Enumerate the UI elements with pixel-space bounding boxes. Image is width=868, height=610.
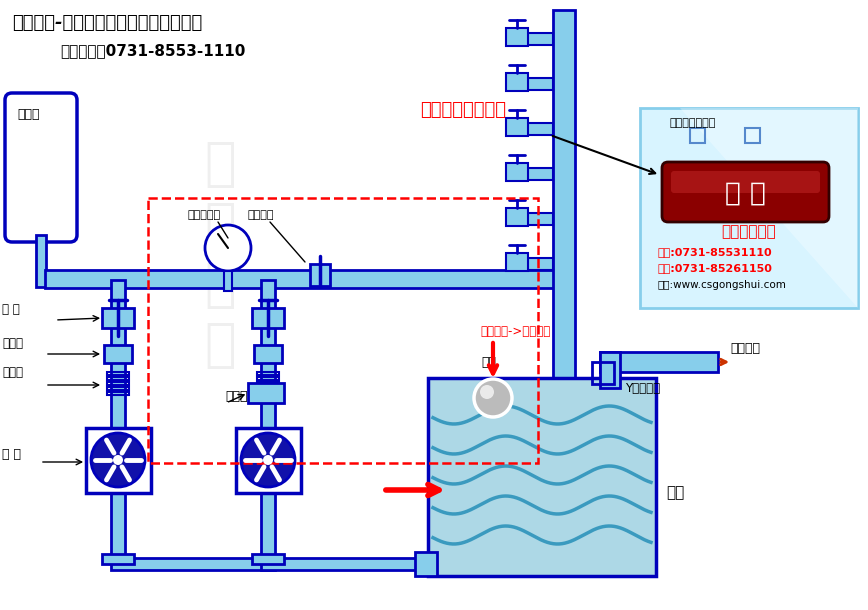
Bar xyxy=(254,345,282,363)
Bar xyxy=(257,382,279,385)
Bar xyxy=(111,558,275,570)
Bar xyxy=(506,253,528,271)
Bar xyxy=(107,392,129,395)
Text: 水 泵: 水 泵 xyxy=(2,448,21,461)
Bar xyxy=(261,280,275,560)
Bar xyxy=(513,258,553,270)
Bar xyxy=(513,78,553,90)
Bar xyxy=(415,552,437,576)
Text: 浮球: 浮球 xyxy=(481,356,496,369)
Text: 中赢供水-专注变频节能技术的给水品牌: 中赢供水-专注变频节能技术的给水品牌 xyxy=(12,14,202,32)
Bar xyxy=(257,377,279,380)
Bar xyxy=(86,428,151,493)
Circle shape xyxy=(480,385,494,399)
Bar xyxy=(224,271,232,291)
Bar xyxy=(107,377,129,380)
Bar xyxy=(506,73,528,91)
Bar xyxy=(640,108,858,308)
Text: 来水量多->空气排除: 来水量多->空气排除 xyxy=(480,325,550,338)
Bar xyxy=(107,382,129,385)
Bar xyxy=(252,308,284,328)
Bar xyxy=(261,558,436,570)
Text: 中
赢
供
水: 中 赢 供 水 xyxy=(204,138,236,371)
Bar xyxy=(248,383,284,403)
Bar xyxy=(600,352,620,388)
Bar xyxy=(45,270,555,288)
Text: 止回阀: 止回阀 xyxy=(2,337,23,350)
Bar xyxy=(257,372,279,375)
Text: 远传压力表: 远传压力表 xyxy=(188,210,221,220)
Text: 网址:www.csgongshui.com: 网址:www.csgongshui.com xyxy=(658,280,787,290)
Bar xyxy=(513,33,553,45)
Bar xyxy=(236,428,301,493)
Text: 变频供水控制柜: 变频供水控制柜 xyxy=(670,118,716,128)
Circle shape xyxy=(205,225,251,271)
Bar xyxy=(506,163,528,181)
Circle shape xyxy=(91,433,145,487)
Text: Y型过滤器: Y型过滤器 xyxy=(625,382,661,395)
Bar xyxy=(513,123,553,135)
Circle shape xyxy=(241,433,295,487)
Bar xyxy=(506,28,528,46)
Text: 出水蝶阀: 出水蝶阀 xyxy=(248,210,274,220)
Bar xyxy=(111,280,125,560)
Bar xyxy=(745,128,760,143)
Bar xyxy=(513,168,553,180)
Text: 点击启动演示开始: 点击启动演示开始 xyxy=(420,101,506,119)
Text: 启 动: 启 动 xyxy=(725,181,766,207)
Circle shape xyxy=(474,379,512,417)
Bar xyxy=(257,392,279,395)
Text: 蝶 阀: 蝶 阀 xyxy=(2,303,20,316)
Bar xyxy=(107,387,129,390)
Bar xyxy=(428,378,656,576)
Bar xyxy=(36,235,46,287)
Text: 传真:0731-85261150: 传真:0731-85261150 xyxy=(658,263,773,273)
Text: 中赢供水集团: 中赢供水集团 xyxy=(721,224,776,239)
Text: 电话:0731-85531110: 电话:0731-85531110 xyxy=(658,247,773,257)
Bar xyxy=(102,308,134,328)
Bar xyxy=(107,372,129,375)
Text: 电磁阀: 电磁阀 xyxy=(225,390,247,403)
Bar xyxy=(506,208,528,226)
Bar xyxy=(506,118,528,136)
Bar xyxy=(104,345,132,363)
FancyBboxPatch shape xyxy=(662,162,829,222)
Bar xyxy=(600,352,718,372)
Text: 水箱: 水箱 xyxy=(666,485,684,500)
Bar xyxy=(690,128,705,143)
Bar xyxy=(102,554,134,564)
Text: 接自来水: 接自来水 xyxy=(730,342,760,355)
Circle shape xyxy=(113,455,123,465)
Text: 压力罐: 压力罐 xyxy=(17,108,40,121)
Bar xyxy=(148,198,538,463)
Polygon shape xyxy=(680,108,858,308)
FancyBboxPatch shape xyxy=(671,171,820,193)
Bar xyxy=(257,387,279,390)
Bar xyxy=(252,554,284,564)
Text: 软接头: 软接头 xyxy=(2,366,23,379)
Bar xyxy=(592,362,614,384)
Text: 咨询电话：0731-8553-1110: 咨询电话：0731-8553-1110 xyxy=(60,43,246,58)
Circle shape xyxy=(263,455,273,465)
Bar xyxy=(553,10,575,570)
Bar xyxy=(513,213,553,225)
Bar xyxy=(310,264,330,286)
